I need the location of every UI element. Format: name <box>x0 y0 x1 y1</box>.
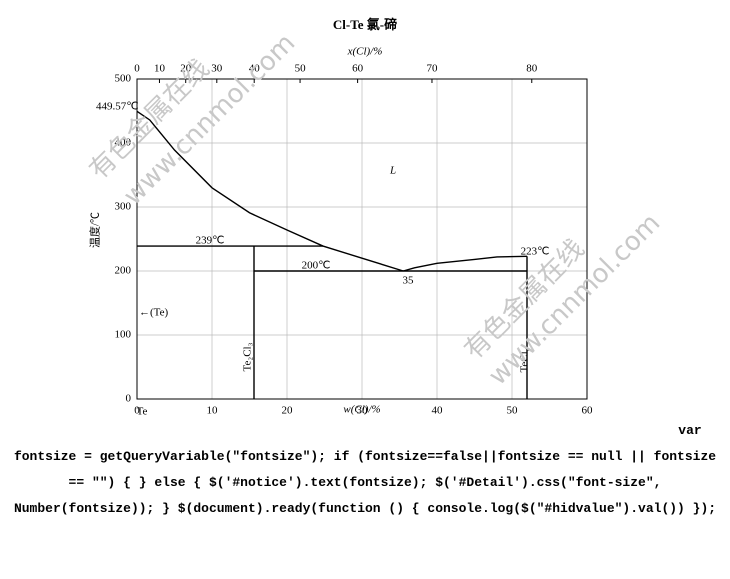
x-tick-label: 20 <box>282 405 294 417</box>
annotation: L <box>389 165 396 177</box>
x2-tick-label: 70 <box>426 63 438 75</box>
phase-boundary <box>136 110 404 272</box>
annotation: TeCl₄ <box>519 347 531 372</box>
annotation: 223℃ <box>521 246 550 258</box>
plot-frame <box>136 78 588 400</box>
x-tick-label: 10 <box>207 405 219 417</box>
x2-tick-label: 80 <box>526 63 538 75</box>
x2-tick-label: 60 <box>352 63 364 75</box>
x-tick-label: 30 <box>357 405 369 417</box>
x2-tick-label: 10 <box>154 63 166 75</box>
annotation: 239℃ <box>196 235 225 247</box>
y-tick-label: 100 <box>115 329 132 341</box>
x2-tick-label: 20 <box>180 63 192 75</box>
leaked-script-text: var fontsize = getQueryVariable("fontsiz… <box>13 423 717 516</box>
annotation: Te₂Cl₃ <box>242 342 254 371</box>
annotation: ←(Te) <box>139 307 168 319</box>
annotation: 200℃ <box>302 260 331 272</box>
x2-tick-label: 40 <box>249 63 261 75</box>
y-tick-label: 400 <box>115 137 132 149</box>
x-tick-label: 60 <box>582 405 594 417</box>
chart-title: Cl-Te 氯-碲 <box>333 17 397 32</box>
x2-axis-label: x(Cl)/% <box>347 46 383 58</box>
x2-tick-label: 30 <box>211 63 223 75</box>
y-tick-label: 300 <box>115 201 132 213</box>
phase-boundary <box>403 255 528 272</box>
y-tick-label: 200 <box>115 265 132 277</box>
y-tick-label: 500 <box>115 73 132 85</box>
x-tick-label: 50 <box>507 405 519 417</box>
x-tick-label: 40 <box>432 405 444 417</box>
x-tick-label: 0 <box>134 405 140 417</box>
chart: Cl-Te 氯-碲 x(Cl)/% w(Cl)/% 温度/℃ 010020030… <box>84 17 666 418</box>
annotation: 449.57℃ <box>96 101 139 113</box>
x2-tick-label: 50 <box>295 63 307 75</box>
annotation: 35 <box>403 275 415 287</box>
x-axis-label: w(Cl)/% <box>343 404 380 416</box>
y-tick-label: 0 <box>126 393 132 405</box>
annotation: Te <box>137 406 148 418</box>
x2-tick-label: 0 <box>134 63 140 75</box>
y-axis-label: 温度/℃ <box>88 212 102 248</box>
